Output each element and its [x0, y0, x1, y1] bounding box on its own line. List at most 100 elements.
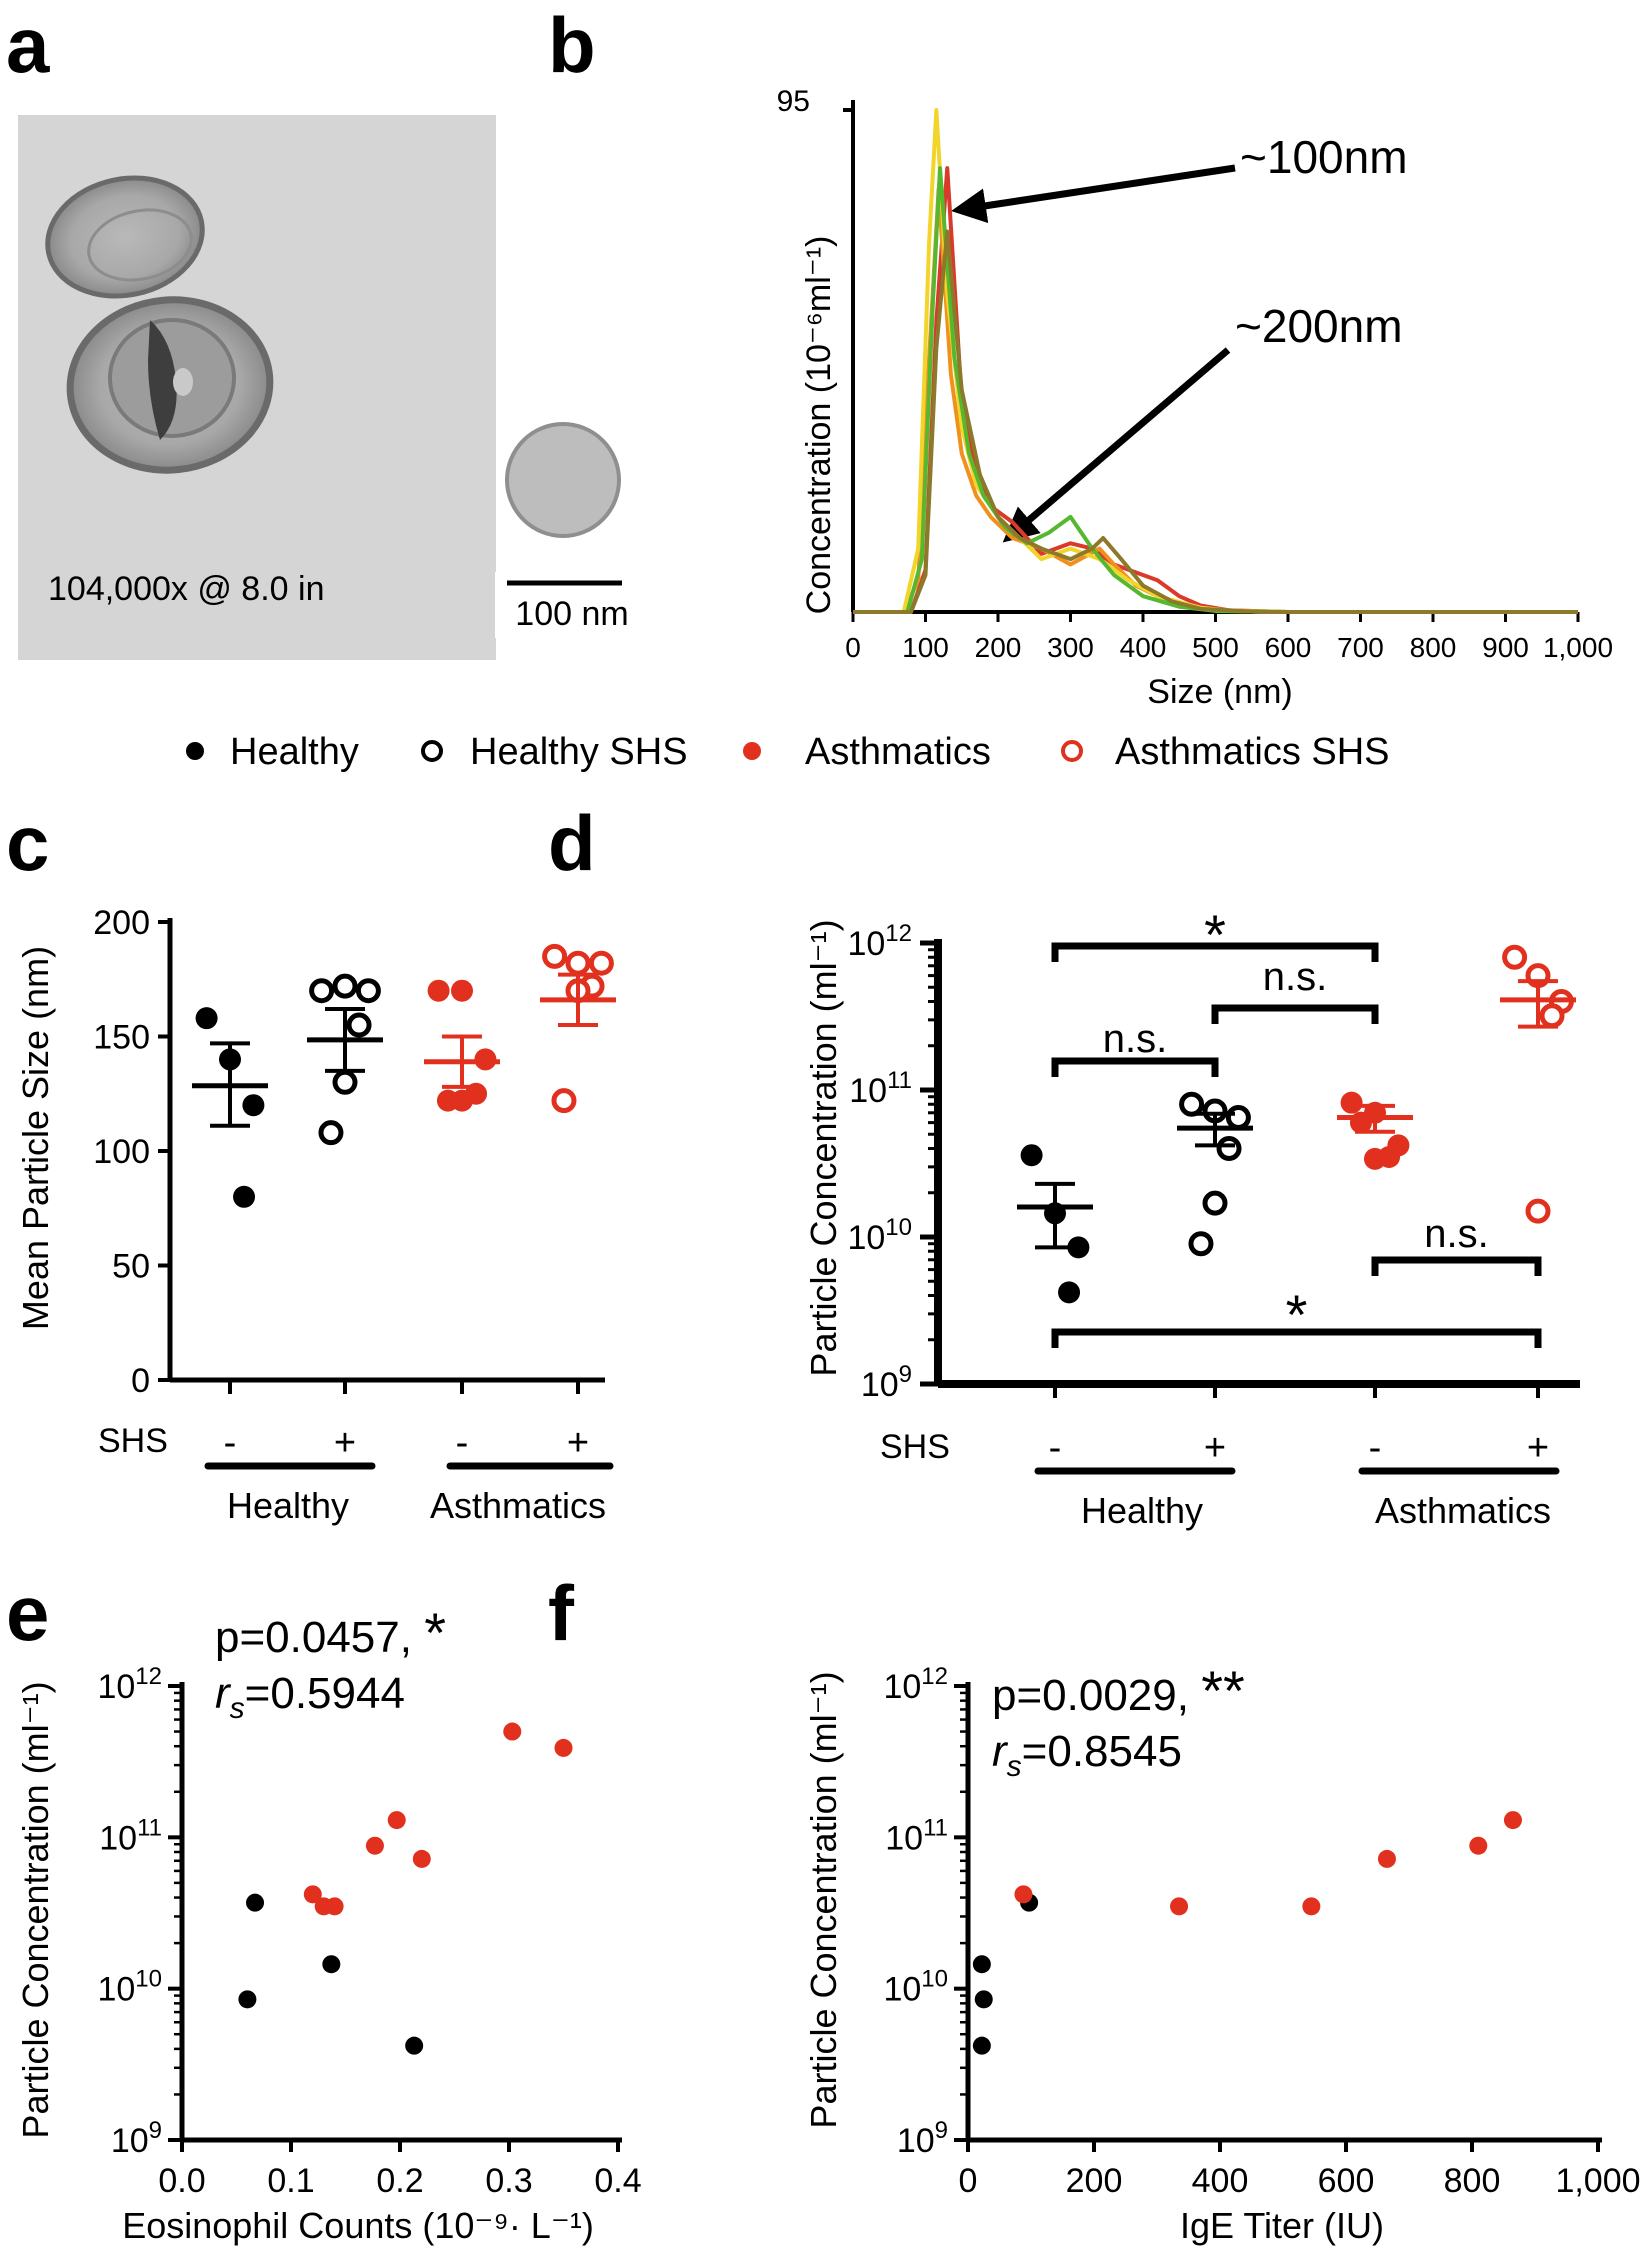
- d-shs-label: SHS: [880, 1428, 950, 1466]
- d-y-tick-label: 1011: [849, 1067, 912, 1110]
- vesicle-cluster: [45, 175, 274, 474]
- b-x-tick-label: 500: [1192, 632, 1239, 663]
- scale-bar-label: 100 nm: [515, 595, 628, 633]
- c-y-tick-label: 100: [93, 1133, 150, 1171]
- f-x-tick-label: 800: [1444, 2162, 1501, 2200]
- d-y-tick-label-base: 10: [847, 1219, 885, 1257]
- c-point: [565, 950, 591, 976]
- panel-letter-f: f: [548, 1569, 575, 1657]
- d-y-tick-label: 1012: [847, 920, 912, 963]
- e-point-healthy: [322, 1955, 341, 1974]
- magnification-label: 104,000x @ 8.0 in: [48, 570, 324, 608]
- d-point: [1067, 1236, 1090, 1259]
- d-group-label-healthy: Healthy: [1081, 1490, 1203, 1531]
- f-y-tick-label-base: 10: [883, 1668, 921, 1706]
- b-y-axis-label: Concentration (10⁻⁶ml⁻¹): [800, 236, 838, 615]
- e-x-tick-label: 0.3: [485, 2162, 532, 2200]
- e-stat-r-sub: s: [230, 1692, 245, 1725]
- f-y-tick-label-base: 10: [885, 1819, 923, 1857]
- d-point: [1188, 1231, 1214, 1257]
- d-shs-value: -: [1369, 1427, 1382, 1469]
- e-point-healthy: [405, 2036, 424, 2055]
- e-point-asthma: [387, 1811, 406, 1830]
- f-point-healthy: [974, 1990, 993, 2009]
- c-point: [332, 973, 358, 999]
- d-point: [1525, 1198, 1551, 1224]
- particle-concentration-chart: Particle Concentration (ml⁻¹) SHS Health…: [803, 903, 1580, 1531]
- d-significance-label: n.s.: [1424, 1212, 1488, 1256]
- e-point-asthma: [503, 1722, 522, 1741]
- e-y-tick-label: 109: [111, 2117, 162, 2160]
- f-x-tick-label: 400: [1192, 2162, 1249, 2200]
- b-x-tick-label: 700: [1337, 632, 1384, 663]
- f-x-tick-label: 600: [1318, 2162, 1375, 2200]
- f-y-axis-label: Particle Concentration (ml⁻¹): [803, 1671, 844, 2128]
- vesicle-nub: [173, 368, 193, 396]
- d-y-tick-label-base: 10: [849, 1072, 887, 1110]
- d-significance-label: n.s.: [1263, 955, 1327, 999]
- d-significance-bracket: [1371, 1256, 1542, 1276]
- b-series-trace-red: [853, 166, 1578, 614]
- d-significance-bracket: [1051, 1328, 1542, 1348]
- f-stat-r-value: =0.8545: [1022, 1727, 1182, 1776]
- f-x-tick-label: 0: [959, 2162, 978, 2200]
- c-point: [242, 1094, 265, 1117]
- e-point-healthy: [238, 1990, 257, 2009]
- vesicle-upper-inner: [87, 208, 193, 282]
- f-point-asthma: [1170, 1897, 1189, 1916]
- e-y-tick-label-base: 10: [97, 1971, 135, 2009]
- f-x-tick-label: 200: [1066, 2162, 1123, 2200]
- e-y-tick-label-exp: 11: [137, 1814, 162, 1841]
- c-point: [436, 1089, 459, 1112]
- d-shs-value: +: [1204, 1427, 1226, 1469]
- c-point: [427, 979, 450, 1002]
- legend-label-healthy: Healthy: [230, 731, 359, 773]
- e-point-healthy: [246, 1893, 265, 1912]
- d-y-tick-label-exp: 12: [885, 920, 912, 947]
- c-shs-value: +: [567, 1422, 589, 1464]
- c-point: [451, 979, 473, 1002]
- c-point: [588, 950, 614, 976]
- d-point: [1020, 1144, 1043, 1167]
- b-x-tick-label: 300: [1047, 632, 1094, 663]
- b-x-tick-label: 100: [902, 632, 949, 663]
- b-x-tick-label: 1,000: [1543, 632, 1613, 663]
- panel-letter-a: a: [6, 1, 50, 89]
- c-group-label-healthy: Healthy: [227, 1485, 349, 1526]
- legend-marker-asthmatics-shs: [1061, 740, 1083, 762]
- panel-letter-c: c: [6, 799, 49, 887]
- c-y-tick-label: 150: [93, 1019, 150, 1057]
- f-y-tick-label: 1011: [885, 1814, 948, 1857]
- f-x-axis-label: IgE Titer (IU): [1180, 2205, 1384, 2246]
- b-x-axis-label: Size (nm): [1147, 673, 1292, 711]
- d-shs-value: -: [1049, 1427, 1062, 1469]
- d-shs-value: +: [1527, 1427, 1549, 1469]
- d-significance-label: *: [1286, 1283, 1308, 1346]
- legend-marker-healthy: [186, 742, 204, 760]
- b-x-tick-label: 0: [845, 632, 861, 663]
- c-point: [233, 1185, 256, 1208]
- c-point: [346, 1012, 372, 1038]
- d-point: [1179, 1091, 1205, 1117]
- vesicle-single: [505, 422, 621, 538]
- e-y-tick-label: 1012: [97, 1663, 162, 1706]
- f-y-tick-label: 109: [897, 2117, 948, 2160]
- b-x-tick-label: 600: [1265, 632, 1312, 663]
- d-significance-label: n.s.: [1103, 1017, 1167, 1061]
- f-y-tick-label-base: 10: [897, 2122, 935, 2160]
- d-point: [1202, 1190, 1228, 1216]
- micrograph-panel: 104,000x @ 8.0 in 100 nm: [18, 115, 649, 660]
- legend-label-healthy-shs: Healthy SHS: [470, 731, 688, 773]
- d-point: [1340, 1091, 1363, 1114]
- d-y-tick-label-exp: 10: [885, 1214, 912, 1241]
- e-point-asthma: [303, 1885, 322, 1904]
- c-y-tick-label: 50: [112, 1248, 150, 1286]
- b-y-tick-label: 95: [777, 85, 810, 118]
- c-shs-value: +: [334, 1422, 356, 1464]
- d-y-tick-label-exp: 9: [899, 1361, 912, 1388]
- e-x-tick-label: 0.2: [376, 2162, 423, 2200]
- c-y-tick-label: 0: [131, 1362, 150, 1400]
- e-point-asthma: [325, 1897, 344, 1916]
- c-y-tick-label: 200: [93, 904, 150, 942]
- eosinophil-correlation-chart: Particle Concentration (ml⁻¹) Eosinophil…: [15, 1601, 642, 2246]
